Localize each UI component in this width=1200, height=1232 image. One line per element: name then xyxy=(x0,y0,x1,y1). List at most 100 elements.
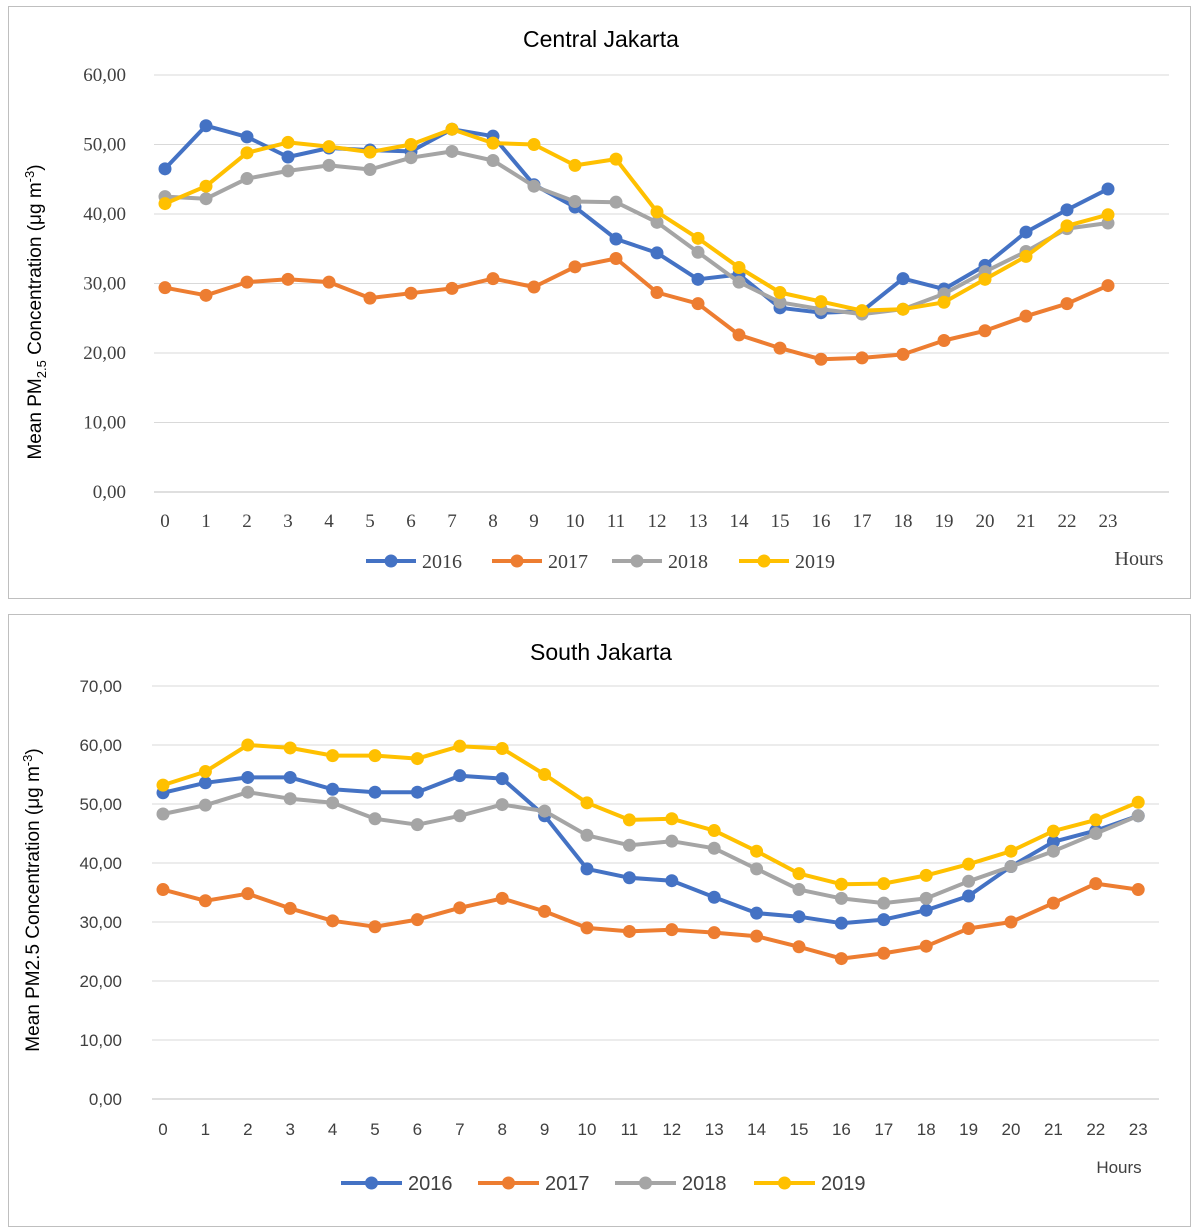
y-tick-label: 70,00 xyxy=(79,677,122,696)
data-point xyxy=(580,796,594,810)
y-axis-label: Mean PM2.5 Concentration (μg m-3) xyxy=(22,164,49,459)
data-point xyxy=(363,163,377,177)
y-tick-label: 0,00 xyxy=(93,482,126,503)
data-point xyxy=(486,136,500,150)
data-point xyxy=(240,172,254,186)
y-tick-label: 20,00 xyxy=(79,972,122,991)
data-point xyxy=(241,887,255,901)
x-tick-label: 4 xyxy=(328,1120,337,1139)
y-tick-label: 40,00 xyxy=(79,854,122,873)
data-point xyxy=(281,150,295,164)
data-point xyxy=(732,328,746,342)
y-tick-label: 30,00 xyxy=(79,913,122,932)
data-point xyxy=(650,215,664,229)
chart-title: South Jakarta xyxy=(530,639,672,665)
chart-panel-central: Central Jakarta 0,00 10,00 20,00 30,00 40,00 5… xyxy=(8,6,1191,599)
data-point xyxy=(580,828,594,842)
x-tick-label: 22 xyxy=(1058,511,1077,532)
x-tick-label: 5 xyxy=(365,511,375,532)
data-point xyxy=(410,752,424,766)
data-point xyxy=(283,792,297,806)
x-tick-label: 14 xyxy=(747,1120,766,1139)
data-point xyxy=(750,862,764,876)
data-point xyxy=(1046,824,1060,838)
data-point xyxy=(773,295,787,309)
data-point xyxy=(241,785,255,799)
series-line-2019 xyxy=(163,127,1110,313)
data-point xyxy=(814,352,828,366)
data-point xyxy=(962,889,976,903)
data-point xyxy=(622,871,636,885)
legend-item-2016: 2016 xyxy=(366,551,462,573)
legend-swatch-marker xyxy=(639,1176,652,1190)
y-tick-label: 60,00 xyxy=(79,736,122,755)
data-point xyxy=(665,923,679,937)
y-tick-label: 60,00 xyxy=(83,65,126,86)
data-point xyxy=(622,838,636,852)
data-point xyxy=(322,158,336,172)
data-point xyxy=(368,749,382,763)
data-point xyxy=(453,769,467,783)
data-point xyxy=(896,272,910,286)
x-tick-label: 19 xyxy=(959,1120,978,1139)
x-tick-label: 6 xyxy=(406,511,416,532)
data-point xyxy=(580,862,594,876)
data-point xyxy=(665,812,679,826)
data-point xyxy=(707,841,721,855)
data-point xyxy=(368,812,382,826)
data-point xyxy=(241,738,255,752)
x-tick-label: 9 xyxy=(540,1120,549,1139)
y-tick-label: 10,00 xyxy=(79,1031,122,1050)
y-tick-label: 40,00 xyxy=(83,204,126,225)
data-point xyxy=(283,901,297,915)
x-tick-label: 16 xyxy=(832,1120,851,1139)
data-point xyxy=(281,164,295,178)
data-point xyxy=(792,883,806,897)
data-point xyxy=(1101,208,1115,222)
legend-label: 2019 xyxy=(795,551,835,573)
x-tick-label: 3 xyxy=(283,511,293,532)
data-point xyxy=(158,281,172,295)
series-2017 xyxy=(158,251,1115,366)
chart-south-jakarta: South Jakarta 0,00 10,00 20,00 30,00 40,00 50,… xyxy=(20,639,1159,1195)
data-point xyxy=(691,231,705,245)
y-tick-label: 10,00 xyxy=(83,413,126,434)
data-point xyxy=(1060,203,1074,217)
data-point xyxy=(1019,249,1033,263)
legend-label: 2016 xyxy=(422,551,462,573)
data-point xyxy=(363,291,377,305)
data-point xyxy=(240,146,254,160)
data-point xyxy=(609,251,623,265)
x-tick-label: 15 xyxy=(790,1120,809,1139)
legend-label: 2019 xyxy=(821,1173,866,1195)
data-point xyxy=(486,272,500,286)
data-point xyxy=(240,275,254,289)
x-tick-label: 13 xyxy=(705,1120,724,1139)
legend-label: 2018 xyxy=(682,1173,727,1195)
x-tick-label: 10 xyxy=(578,1120,597,1139)
series-2017 xyxy=(156,877,1145,966)
data-point xyxy=(495,772,509,786)
data-point xyxy=(896,302,910,316)
data-point xyxy=(322,140,336,154)
data-point xyxy=(691,245,705,259)
series-line-2017 xyxy=(163,256,1110,362)
data-point xyxy=(1089,813,1103,827)
data-point xyxy=(1019,309,1033,323)
data-point xyxy=(773,341,787,355)
data-point xyxy=(1004,844,1018,858)
data-point xyxy=(538,804,552,818)
x-tick-label: 18 xyxy=(894,511,913,532)
x-tick-label: 17 xyxy=(874,1120,893,1139)
data-point xyxy=(1101,279,1115,293)
data-point xyxy=(527,138,541,151)
data-point xyxy=(896,347,910,361)
data-point xyxy=(363,145,377,159)
data-point xyxy=(1019,225,1033,239)
data-point xyxy=(650,246,664,260)
legend-item-2019: 2019 xyxy=(739,551,835,573)
x-tick-label: 12 xyxy=(662,1120,681,1139)
data-point xyxy=(453,809,467,823)
x-tick-label: 0 xyxy=(158,1120,167,1139)
data-point xyxy=(937,295,951,309)
